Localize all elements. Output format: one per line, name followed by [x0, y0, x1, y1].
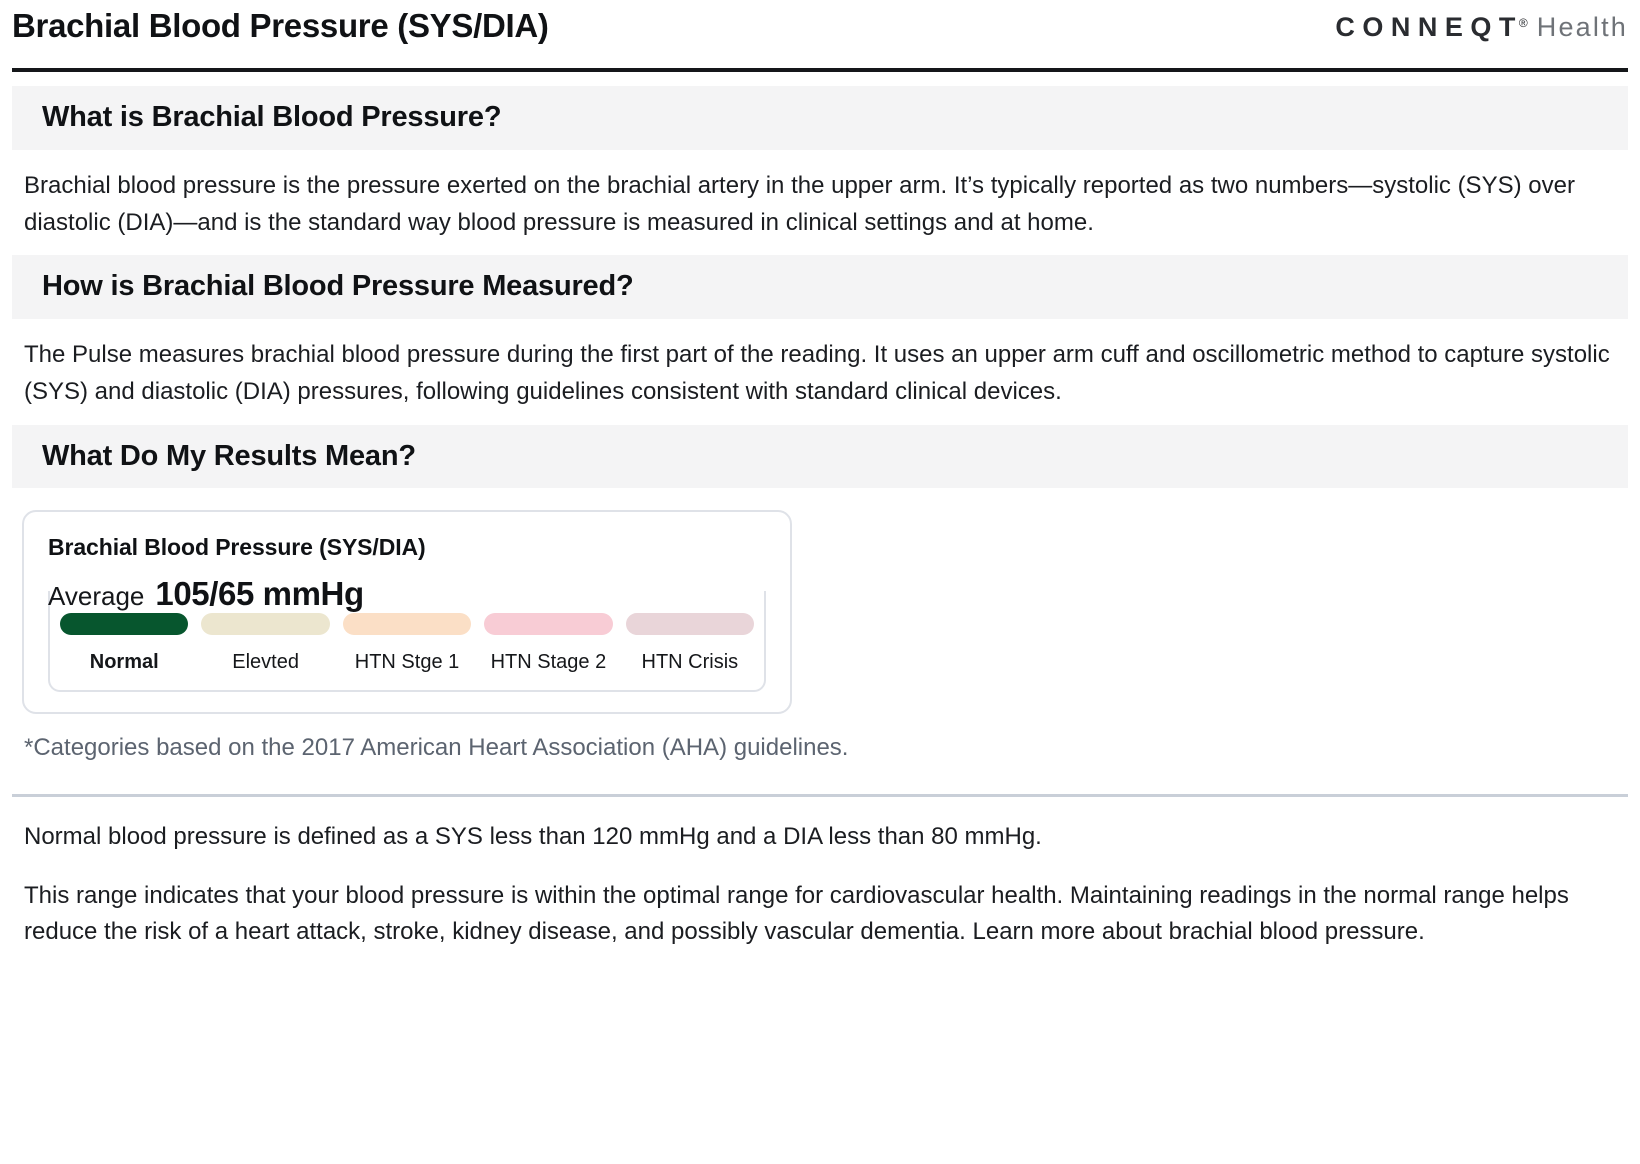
tail-paragraph-guidance: This range indicates that your blood pre… — [24, 881, 1569, 946]
section-body-what-is: Brachial blood pressure is the pressure … — [24, 171, 1575, 237]
average-value: 105/65 mmHg — [155, 575, 364, 613]
category-label: HTN Crisis — [641, 651, 739, 674]
section-body-how-measured: The Pulse measures brachial blood pressu… — [24, 341, 1610, 406]
category-label: Normal — [89, 651, 159, 674]
logo-wordmark: CONNEQT — [1335, 12, 1523, 42]
logo-suffix: Health — [1536, 12, 1628, 42]
category-bar — [484, 613, 613, 636]
section-title: What Do My Results Mean? — [42, 439, 416, 472]
section-title: What is Brachial Blood Pressure? — [42, 101, 502, 133]
conneqt-health-logo: CONNEQT ® Health — [1335, 8, 1628, 43]
results-card: Brachial Blood Pressure (SYS/DIA) Averag… — [22, 510, 792, 715]
page-header: Brachial Blood Pressure (SYS/DIA) CONNEQ… — [12, 0, 1628, 62]
category-htn-stage-1[interactable]: HTN Stge 1 — [342, 613, 472, 674]
bp-category-scale: Normal Elevted HTN Stge 1 HTN Stage 2 HT — [48, 591, 766, 693]
category-bar — [342, 613, 472, 636]
category-normal[interactable]: Normal — [60, 613, 189, 674]
section-header-results-mean: What Do My Results Mean? — [12, 424, 1628, 489]
category-label: HTN Stage 2 — [490, 651, 607, 674]
category-elevated[interactable]: Elevted — [201, 613, 330, 674]
section-header-what-is: What is Brachial Blood Pressure? — [12, 86, 1628, 150]
category-bar — [201, 613, 330, 636]
category-bar — [625, 613, 755, 636]
section-title: How is Brachial Blood Pressure Measured? — [42, 270, 634, 303]
aha-footnote: *Categories based on the 2017 American H… — [24, 734, 849, 762]
section-header-how-measured: How is Brachial Blood Pressure Measured? — [12, 255, 1628, 320]
tail-paragraph-definition: Normal blood pressure is defined as a SY… — [24, 823, 1042, 851]
category-htn-crisis[interactable]: HTN Crisis — [625, 613, 755, 674]
registered-trademark-icon: ® — [1518, 16, 1528, 30]
average-row: Average 105/65 mmHg — [48, 575, 766, 613]
category-bars: Normal Elevted HTN Stge 1 HTN Stage 2 HT — [60, 613, 755, 674]
header-divider — [12, 68, 1628, 72]
category-htn-stage-2[interactable]: HTN Stage 2 — [484, 613, 613, 674]
category-label: Elevted — [232, 651, 299, 674]
category-bar — [60, 613, 189, 636]
category-label: HTN Stge 1 — [354, 651, 460, 674]
average-label: Average — [48, 581, 145, 612]
results-card-title: Brachial Blood Pressure (SYS/DIA) — [48, 534, 426, 561]
section-divider — [12, 794, 1628, 798]
page-title: Brachial Blood Pressure (SYS/DIA) — [12, 7, 549, 44]
